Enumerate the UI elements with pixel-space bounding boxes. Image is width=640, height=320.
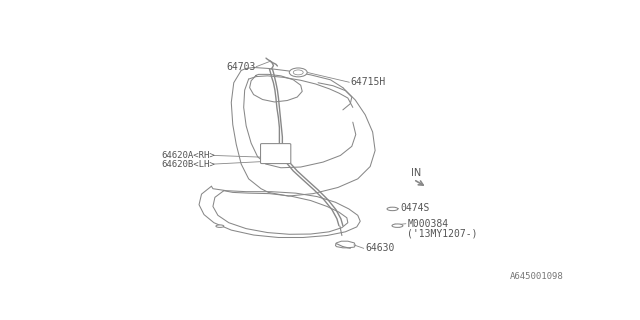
Ellipse shape [392,224,403,228]
Text: IN: IN [412,168,422,178]
Text: 64620A<RH>: 64620A<RH> [162,151,216,160]
Text: M000384: M000384 [408,220,449,229]
Ellipse shape [387,207,398,211]
Text: 0474S: 0474S [400,204,429,213]
Ellipse shape [216,225,224,228]
Text: 64620B<LH>: 64620B<LH> [162,160,216,169]
Text: 64630: 64630 [365,243,395,253]
Text: 64715H: 64715H [350,77,385,87]
Text: A645001098: A645001098 [510,272,564,281]
Circle shape [289,68,307,77]
Circle shape [293,70,303,75]
Text: ('13MY1207-): ('13MY1207-) [408,228,478,238]
FancyBboxPatch shape [260,144,291,164]
Text: 64703: 64703 [227,62,256,72]
